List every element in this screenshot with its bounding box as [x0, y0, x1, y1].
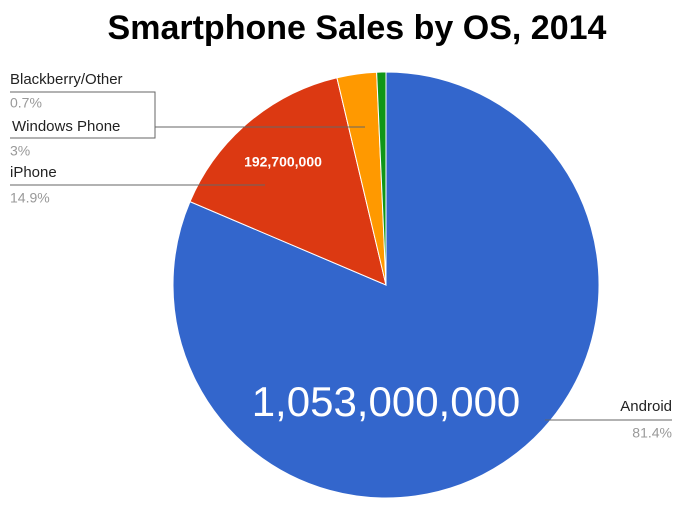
leader-line: [10, 91, 156, 139]
pie-slice: [189, 77, 387, 286]
legend-label: Windows Phone: [12, 118, 120, 135]
pie-slice: [376, 71, 387, 286]
pie-slice: [172, 71, 600, 499]
count-label: 1,053,000,000: [252, 378, 521, 425]
percent-label: 0.7%: [10, 95, 42, 111]
chart-title: Smartphone Sales by OS, 2014: [108, 9, 607, 47]
legend-label: Blackberry/Other: [10, 71, 123, 88]
legend-label: iPhone: [10, 164, 57, 181]
percent-label: 81.4%: [632, 425, 672, 441]
percent-label: 3%: [10, 143, 30, 159]
legend-label: Android: [620, 398, 672, 415]
count-label: 192,700,000: [244, 154, 322, 170]
percent-label: 14.9%: [10, 190, 50, 206]
